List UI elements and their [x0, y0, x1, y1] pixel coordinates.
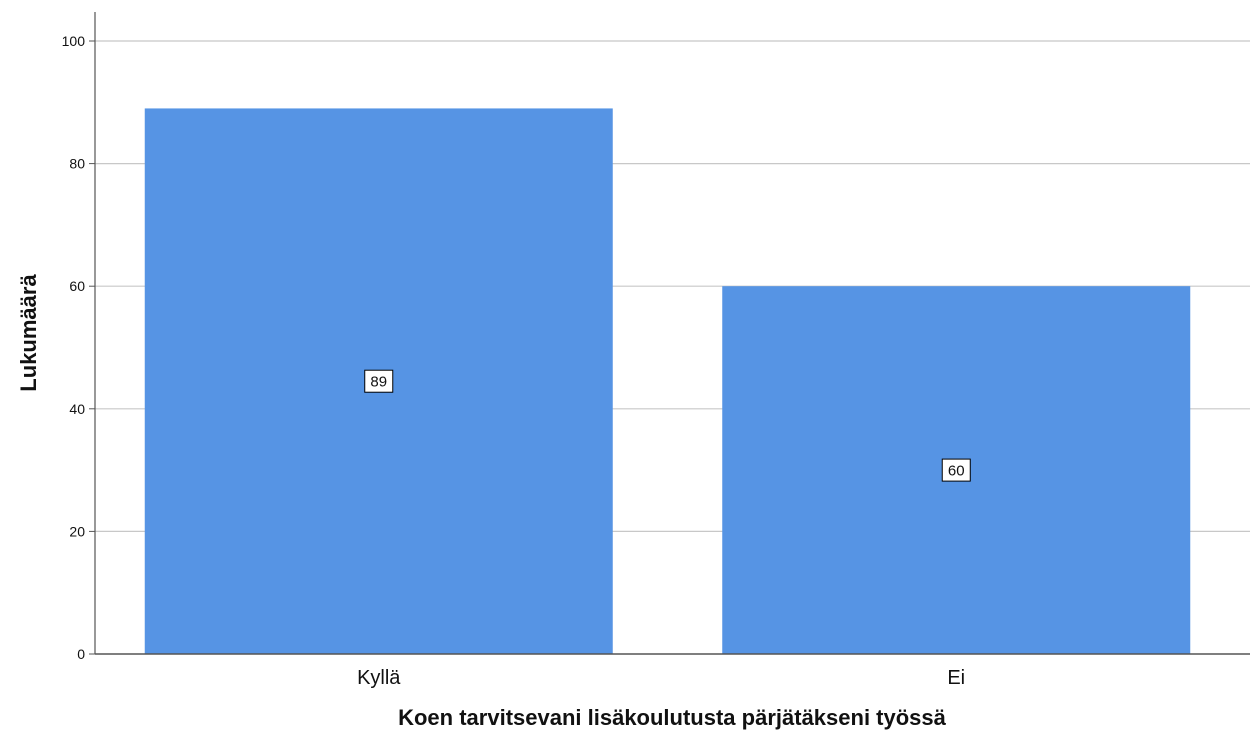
x-tick-label: Kyllä [357, 667, 401, 689]
data-label: 60 [941, 458, 971, 482]
y-axis-title: Lukumäärä [16, 274, 41, 392]
axes [94, 12, 1250, 655]
x-tick-labels: Kyllä Ei [357, 667, 965, 689]
data-label-text: 89 [370, 374, 387, 391]
y-tick-labels: 0 20 40 60 80 100 [62, 33, 86, 662]
data-label-box [364, 369, 394, 393]
y-tick-label: 60 [69, 278, 85, 294]
data-label-text: 60 [948, 463, 965, 480]
y-tick-label: 100 [62, 33, 86, 49]
data-label: 89 [364, 369, 394, 393]
y-tick-label: 20 [69, 523, 85, 539]
bars [144, 108, 1191, 655]
x-tick-label: Ei [947, 667, 965, 689]
y-tick-label: 0 [77, 646, 85, 662]
data-label-box [941, 458, 971, 482]
y-tick-label: 40 [69, 401, 85, 417]
x-axis-title: Koen tarvitsevani lisäkoulutusta pärjätä… [398, 705, 947, 730]
data-labels: 89 60 [364, 369, 971, 482]
y-tick-label: 80 [69, 156, 85, 172]
